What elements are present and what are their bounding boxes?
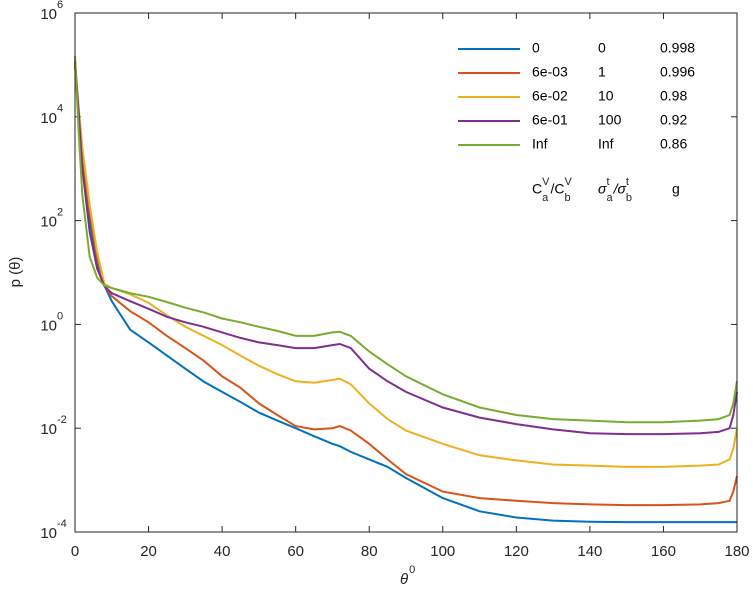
legend-header-sub: b (564, 192, 570, 204)
y-tick-label: 10 (40, 110, 57, 127)
x-tick-label: 140 (577, 543, 602, 560)
legend-label: 6e-01 (532, 112, 568, 128)
legend-g: 0.92 (660, 112, 687, 128)
x-tick-label: 80 (361, 543, 378, 560)
series-line (74, 64, 738, 507)
legend-header: g (672, 181, 680, 197)
series-line (74, 60, 738, 436)
x-tick-label: 40 (214, 543, 231, 560)
legend-sigma: 10 (598, 88, 614, 104)
x-tick-label: 20 (140, 543, 157, 560)
y-tick-label: 10 (40, 525, 57, 542)
y-label: p (θ) (7, 257, 24, 288)
y-tick-exponent: 6 (57, 0, 63, 11)
x-tick-label: 0 (71, 543, 79, 560)
series-line (74, 64, 737, 524)
y-tick-exponent: 4 (57, 103, 63, 115)
legend-label: 6e-03 (532, 64, 568, 80)
y-tick-label: 10 (40, 317, 57, 334)
legend-sigma: 1 (598, 64, 606, 80)
legend-label: 0 (532, 40, 540, 56)
legend-header: σ (598, 181, 607, 197)
legend-header-sup: V (564, 176, 572, 188)
legend-sigma: 100 (598, 112, 622, 128)
legend-g: 0.996 (660, 64, 695, 80)
y-tick-exponent: 2 (57, 207, 63, 219)
plot-area (75, 13, 737, 532)
legend-label: 6e-02 (532, 88, 568, 104)
legend-header: /σ (613, 181, 627, 197)
legend-g: 0.998 (660, 40, 695, 56)
legend-sigma: 0 (598, 40, 606, 56)
series-line (74, 55, 738, 424)
x-tick-label: 180 (724, 543, 749, 560)
legend-header-sup: t (626, 176, 629, 188)
y-tick-exponent: 0 (57, 310, 63, 322)
y-tick-exponent: -2 (57, 414, 67, 426)
legend-header-sub: b (626, 192, 632, 204)
x-tick-label: 160 (651, 543, 676, 560)
y-tick-label: 10 (40, 214, 57, 231)
y-tick-exponent: -4 (57, 518, 67, 530)
x-tick-label: 60 (287, 543, 304, 560)
legend-header-sup: t (606, 176, 609, 188)
legend-header-sub: a (606, 192, 613, 204)
y-tick-label: 10 (40, 6, 57, 23)
axes-box (74, 12, 738, 533)
legend-header-sup: V (542, 176, 550, 188)
legend-label: Inf (532, 136, 548, 152)
legend-g: 0.98 (660, 88, 687, 104)
x-label: θ (400, 571, 408, 588)
legend-header-sub: a (542, 192, 549, 204)
legend-g: 0.86 (660, 136, 687, 152)
legend-header: /C (550, 181, 564, 197)
y-tick-label: 10 (40, 421, 57, 438)
legend-sigma: Inf (598, 136, 614, 152)
x-tick-label: 120 (504, 543, 529, 560)
legend-header: C (532, 181, 542, 197)
x-label-sup: 0 (409, 564, 415, 576)
x-tick-label: 100 (430, 543, 455, 560)
